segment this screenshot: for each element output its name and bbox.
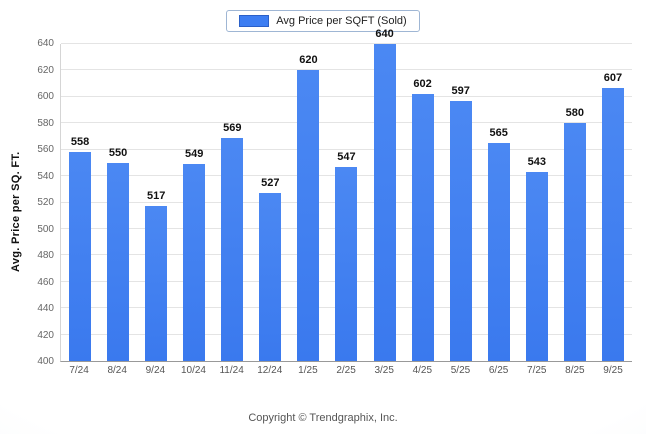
bar: [373, 44, 396, 361]
bar-column: 517: [137, 44, 175, 361]
x-tick-label: 11/24: [219, 365, 244, 376]
bar-value-label: 543: [527, 156, 546, 169]
bar-column: 549: [175, 44, 213, 361]
y-tick-label: 420: [37, 329, 54, 341]
x-tick-label: 8/24: [107, 365, 127, 376]
bars: 558 550 517 549 569 527 620 547 640 602 597 565 543 5…: [61, 29, 632, 361]
plot-row: 400 420 440 460 480 500 520 540 560 580 600 620 640 …: [26, 29, 632, 367]
y-tick-label: 640: [37, 38, 54, 49]
bar-column: 565: [480, 44, 518, 361]
x-tick-label: 1/25: [298, 365, 318, 376]
bar-column: 597: [442, 44, 480, 361]
legend: Avg Price per SQFT (Sold): [226, 10, 420, 32]
bar: [145, 206, 168, 361]
copyright-text: Copyright © Trendgraphix, Inc.: [248, 412, 398, 424]
bar-value-label: 620: [299, 54, 318, 67]
y-axis-title: Avg. Price per SQ. FT.: [10, 151, 22, 273]
bar-value-label: 549: [185, 148, 204, 161]
gridline: [61, 122, 632, 124]
bar: [525, 172, 548, 361]
x-tick-label: 2/25: [336, 365, 356, 376]
x-tick-label: 10/24: [180, 365, 206, 376]
bar-column: 580: [556, 44, 594, 361]
bar-value-label: 550: [108, 146, 128, 159]
gridline: [61, 69, 632, 71]
bar: [183, 164, 206, 361]
bar-column: 602: [404, 44, 442, 361]
bar-value-label: 517: [146, 190, 166, 203]
bar-column: 569: [213, 44, 251, 361]
bar-value-label: 602: [413, 78, 432, 91]
x-tick-label: 3/25: [374, 365, 394, 376]
x-tick-label: 6/25: [488, 365, 509, 376]
bar: [449, 100, 472, 361]
bar: [221, 137, 244, 361]
legend-row: Avg Price per SQFT (Sold): [0, 0, 646, 32]
bar-column: 543: [518, 44, 556, 361]
x-tick-label: 7/25: [527, 365, 547, 376]
x-axis-labels: 7/24 8/24 9/24 10/24 11/24 12/24 1/25 2/25 3/25 4…: [60, 362, 632, 380]
bar: [107, 162, 130, 361]
bar-column: 620: [289, 44, 327, 361]
x-tick-label: 5/25: [450, 365, 471, 376]
gridline: [61, 95, 632, 97]
x-tick-label: 4/25: [412, 365, 433, 376]
y-axis-ticks: 400 420 440 460 480 500 520 540 560 580 600 620 640: [26, 39, 60, 367]
legend-label: Avg Price per SQFT (Sold): [276, 15, 407, 27]
gridline: [61, 43, 632, 44]
y-tick-label: 460: [37, 276, 54, 288]
y-tick-label: 600: [37, 91, 54, 102]
bar-value-label: 565: [489, 127, 508, 140]
bar: [487, 143, 510, 361]
bar-value-label: 569: [223, 121, 242, 134]
bar: [411, 94, 434, 361]
legend-swatch-icon: [239, 15, 270, 27]
x-tick-label: 9/25: [603, 365, 623, 376]
bar-column: 547: [327, 44, 365, 361]
y-tick-label: 500: [37, 223, 54, 235]
bar-column: 558: [61, 44, 99, 361]
bar: [259, 193, 282, 361]
x-tick-label: 7/24: [69, 365, 89, 376]
y-tick-label: 520: [37, 197, 54, 208]
y-tick-label: 560: [37, 144, 54, 155]
bar: [69, 152, 92, 361]
bar-value-label: 558: [70, 136, 90, 149]
x-axis: 7/24 8/24 9/24 10/24 11/24 12/24 1/25 2/25 3/25 4…: [26, 362, 632, 380]
y-tick-label: 580: [37, 117, 54, 129]
bar-column: 640: [366, 29, 404, 361]
plot-area: 558 550 517 549 569 527 620 547 640 602 597 565 543 5…: [60, 29, 632, 362]
gridline: [61, 148, 632, 150]
bar: [335, 166, 358, 361]
y-tick-label: 540: [37, 170, 54, 182]
bar-value-label: 527: [261, 177, 280, 190]
bar: [297, 70, 320, 361]
bar-column: 607: [594, 44, 632, 361]
bar-value-label: 597: [451, 84, 470, 97]
x-tick-label: 12/24: [257, 365, 283, 376]
y-tick-label: 480: [37, 250, 54, 261]
bar-value-label: 640: [375, 28, 394, 40]
bar: [563, 123, 586, 361]
bar-value-label: 580: [565, 107, 585, 120]
x-tick-label: 9/24: [145, 365, 166, 376]
bar-column: 550: [99, 44, 137, 361]
bar-value-label: 607: [603, 71, 623, 84]
x-tick-label: 8/25: [565, 365, 585, 376]
bar-value-label: 547: [337, 150, 356, 163]
y-tick-label: 620: [37, 64, 54, 76]
chart-area: Avg. Price per SQ. FT. 400 420 440 460 480 50…: [6, 29, 632, 380]
chart-body: 400 420 440 460 480 500 520 540 560 580 600 620 640 …: [26, 29, 632, 380]
y-tick-label: 400: [37, 356, 54, 367]
bar-column: 527: [251, 44, 289, 361]
bar: [601, 87, 624, 361]
y-tick-label: 440: [37, 303, 54, 314]
